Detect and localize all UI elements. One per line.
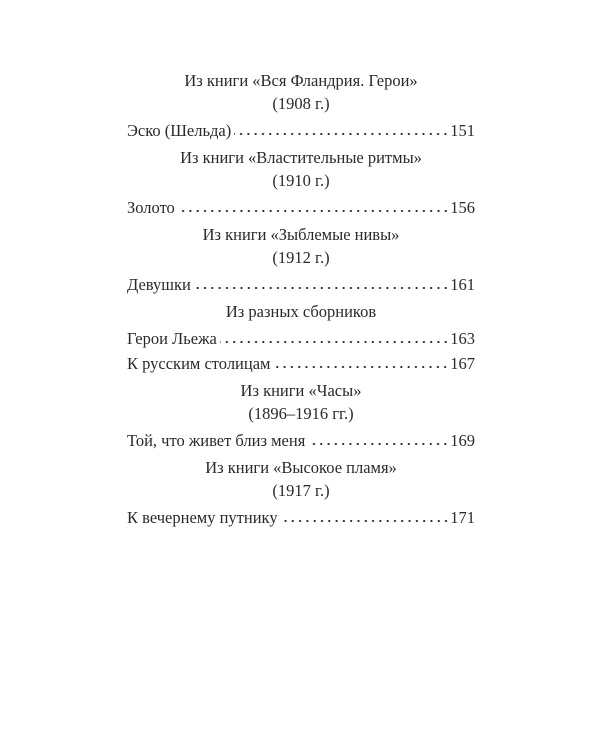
dot-leader — [273, 365, 450, 369]
toc-entry[interactable]: Золото 156 — [127, 195, 475, 220]
dot-leader — [280, 519, 450, 523]
entry-title: Золото — [127, 198, 175, 217]
dot-leader — [193, 286, 450, 290]
table-of-contents: Из книги «Вся Фландрия. Герои» (1908 г.) Э… — [127, 66, 475, 530]
entry-page-number: 169 — [450, 431, 475, 450]
entry-page-number: 161 — [450, 275, 475, 294]
section-year: (1917 г.) — [272, 481, 330, 500]
toc-section-heading: Из книги «Властительные ритмы» (1910 г.) — [127, 146, 475, 192]
toc-entry[interactable]: Девушки 161 — [127, 272, 475, 297]
entry-title: Герои Льежа — [127, 329, 217, 348]
entry-page-number: 163 — [450, 329, 475, 348]
section-title: Из книги «Властительные ритмы» — [180, 148, 422, 167]
section-year: (1910 г.) — [272, 171, 330, 190]
dot-leader — [219, 340, 450, 344]
toc-section-heading: Из книги «Часы» (1896–1916 гг.) — [127, 379, 475, 425]
section-year: (1908 г.) — [272, 94, 330, 113]
entry-page-number: 151 — [450, 121, 475, 140]
entry-page-number: 156 — [450, 198, 475, 217]
section-title: Из книги «Зыблемые нивы» — [202, 225, 400, 244]
entry-title: Девушки — [127, 275, 191, 294]
entry-page-number: 167 — [450, 354, 475, 373]
section-title: Из разных сборников — [225, 302, 377, 321]
entry-page-number: 171 — [450, 508, 475, 527]
dot-leader — [234, 132, 450, 136]
toc-entry[interactable]: Эско (Шельда) 151 — [127, 118, 475, 143]
section-year: (1896–1916 гг.) — [248, 404, 354, 423]
dot-leader — [177, 209, 450, 213]
toc-entry[interactable]: Герои Льежа 163 — [127, 326, 475, 351]
entry-title: К вечернему путнику — [127, 508, 278, 527]
section-title: Из книги «Вся Фландрия. Герои» — [184, 71, 418, 90]
toc-section-heading: Из книги «Вся Фландрия. Герои» (1908 г.) — [127, 69, 475, 115]
toc-section-heading: Из книги «Высокое пламя» (1917 г.) — [127, 456, 475, 502]
entry-title: К русским столицам — [127, 354, 271, 373]
toc-entry[interactable]: Той, что живет близ меня 169 — [127, 428, 475, 453]
entry-title: Эско (Шельда) — [127, 121, 232, 140]
toc-section-heading: Из книги «Зыблемые нивы» (1912 г.) — [127, 223, 475, 269]
section-year: (1912 г.) — [272, 248, 330, 267]
entry-title: Той, что живет близ меня — [127, 431, 306, 450]
toc-section-heading: Из разных сборников — [127, 300, 475, 323]
dot-leader — [308, 442, 450, 446]
section-title: Из книги «Часы» — [240, 381, 362, 400]
section-title: Из книги «Высокое пламя» — [205, 458, 397, 477]
toc-entry[interactable]: К вечернему путнику 171 — [127, 505, 475, 530]
toc-entry[interactable]: К русским столицам 167 — [127, 351, 475, 376]
